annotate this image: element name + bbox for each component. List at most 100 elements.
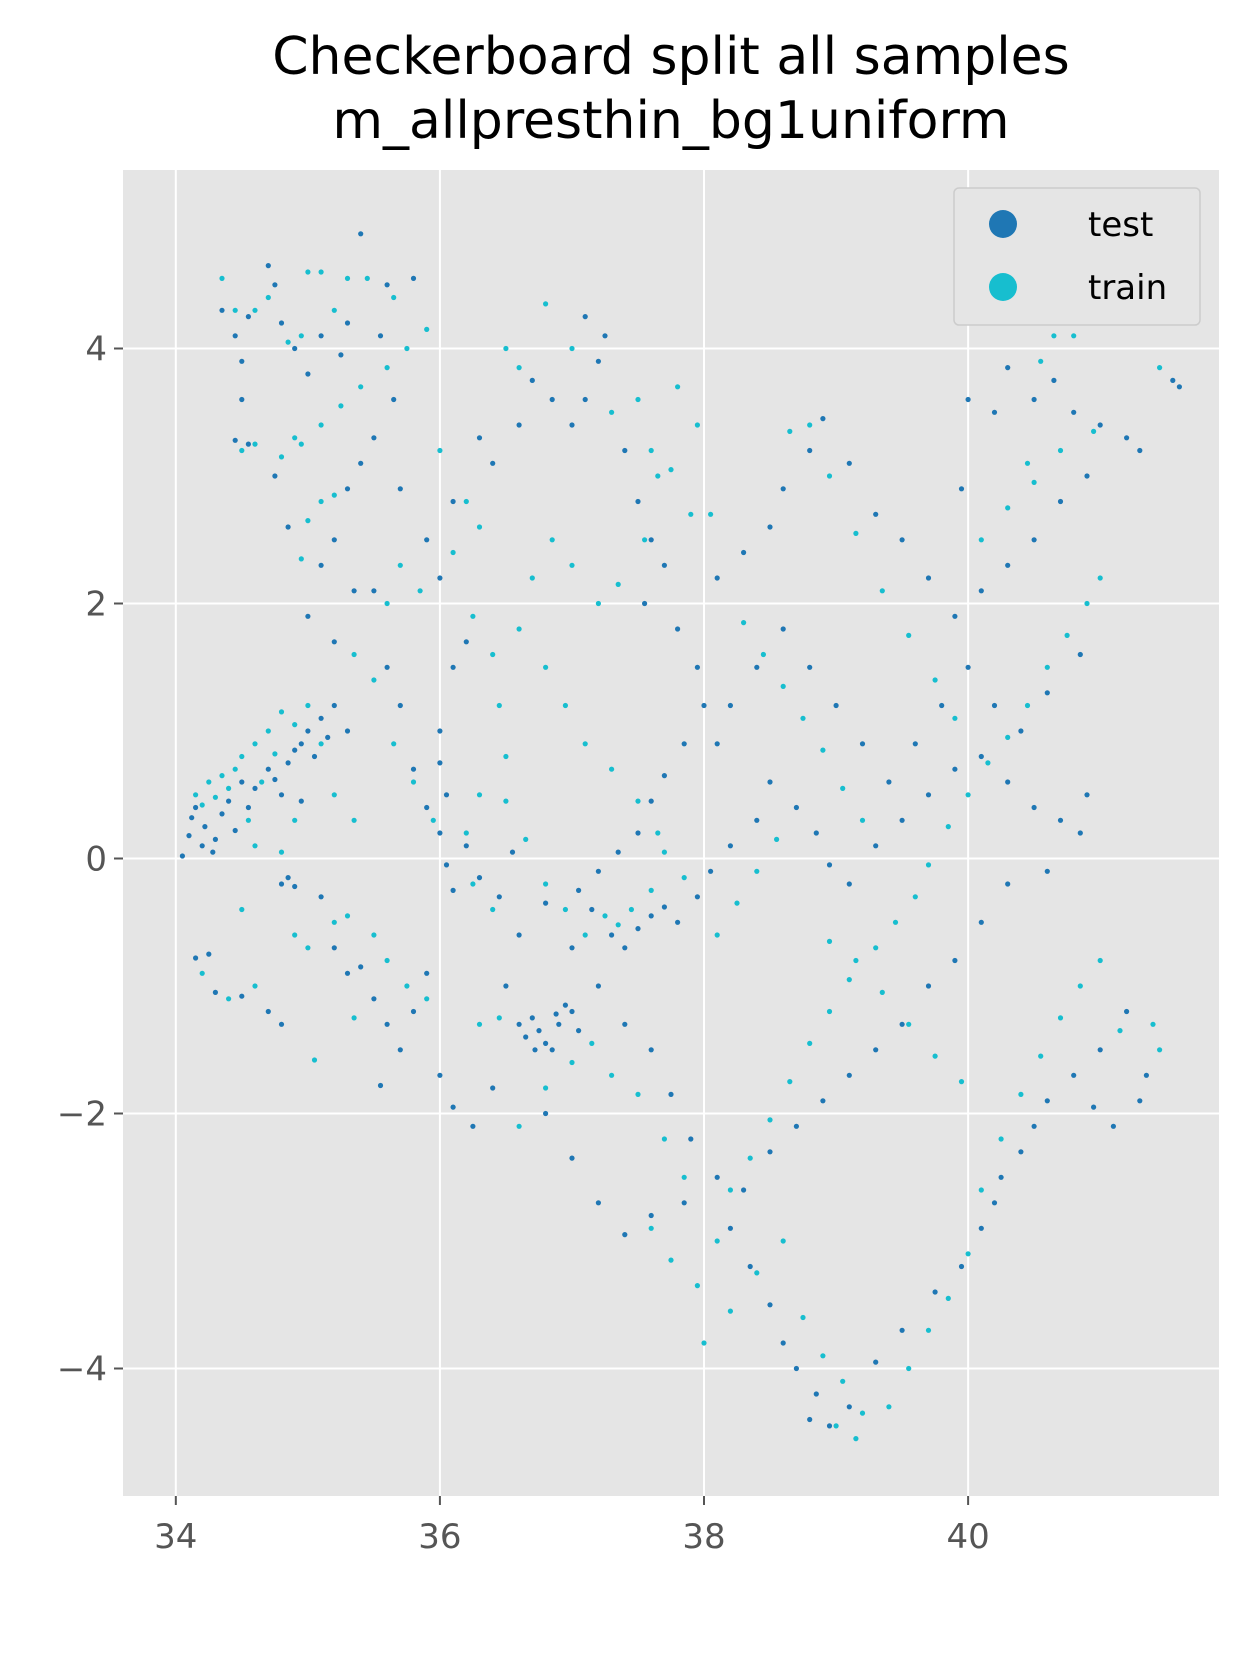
data-point	[252, 983, 258, 989]
data-point	[562, 1002, 569, 1008]
data-point	[490, 1085, 496, 1091]
data-point	[694, 664, 701, 670]
data-point	[543, 881, 549, 887]
data-point	[331, 702, 337, 709]
series-train	[193, 269, 1163, 1442]
data-point	[655, 830, 661, 836]
data-point	[807, 1416, 813, 1423]
data-point	[991, 702, 998, 709]
data-point	[925, 862, 932, 868]
data-point	[912, 894, 918, 900]
data-point	[1005, 881, 1011, 887]
data-point	[688, 1136, 694, 1142]
legend-label-train: train	[1088, 268, 1167, 308]
data-point	[470, 1123, 476, 1129]
data-point	[978, 753, 984, 760]
data-point	[496, 894, 502, 900]
data-point	[965, 792, 971, 798]
data-point	[1031, 804, 1037, 811]
data-point	[219, 811, 225, 817]
data-point	[998, 1174, 1004, 1180]
data-point	[476, 435, 483, 441]
data-point	[1157, 365, 1163, 371]
data-point	[1077, 830, 1083, 836]
data-point	[675, 919, 681, 925]
data-point	[668, 1091, 674, 1097]
data-point	[292, 817, 298, 823]
data-point	[958, 1079, 965, 1085]
data-point	[1044, 1098, 1050, 1104]
data-point	[226, 798, 232, 804]
y-tick-label: 4	[85, 330, 107, 370]
data-point	[622, 447, 628, 454]
data-point	[694, 1283, 701, 1289]
data-point	[476, 524, 483, 530]
data-point	[311, 753, 318, 760]
data-point	[351, 651, 357, 658]
data-point	[285, 760, 291, 766]
data-point	[932, 677, 938, 683]
data-point	[1005, 779, 1011, 785]
data-point	[1091, 1104, 1097, 1110]
data-point	[642, 600, 648, 607]
data-point	[212, 989, 218, 996]
data-point	[318, 894, 324, 900]
data-point	[925, 792, 932, 798]
data-point	[358, 964, 364, 970]
data-point	[642, 537, 648, 543]
grid-lines	[123, 170, 1219, 1496]
data-point	[952, 957, 958, 964]
data-point	[1064, 632, 1070, 639]
data-point	[991, 1200, 998, 1206]
data-point	[714, 575, 720, 581]
data-point	[978, 1187, 984, 1193]
plot-area	[123, 170, 1219, 1496]
data-point	[675, 384, 681, 390]
data-point	[714, 741, 720, 747]
data-point	[648, 913, 654, 919]
data-point	[635, 396, 641, 403]
chart-subtitle: m_allpresthin_bg1uniform	[332, 91, 1009, 151]
data-point	[331, 492, 337, 498]
data-point	[239, 779, 245, 785]
data-point	[232, 437, 238, 443]
data-point	[476, 875, 483, 881]
data-point	[681, 1174, 687, 1180]
data-point	[714, 932, 720, 938]
data-point	[193, 804, 199, 811]
data-point	[503, 983, 509, 989]
x-tick-label: 34	[154, 1517, 197, 1557]
data-point	[615, 581, 621, 588]
data-point	[958, 486, 965, 492]
data-point	[958, 1263, 965, 1270]
data-point	[826, 473, 833, 479]
data-point	[245, 441, 251, 447]
data-point	[470, 613, 476, 619]
data-point	[305, 945, 311, 951]
data-point	[701, 1340, 707, 1346]
data-point	[932, 1289, 938, 1295]
data-point	[410, 766, 417, 772]
data-point	[675, 626, 681, 632]
data-point	[780, 683, 786, 690]
data-point	[886, 779, 892, 785]
data-point	[754, 868, 760, 874]
data-point	[410, 275, 417, 281]
data-point	[569, 1008, 575, 1015]
data-point	[991, 409, 998, 415]
data-point	[873, 511, 879, 517]
data-point	[278, 792, 285, 798]
data-point	[298, 798, 304, 804]
data-point	[278, 320, 285, 326]
data-point	[932, 1053, 938, 1059]
data-point	[609, 766, 615, 772]
data-point	[543, 900, 549, 906]
data-point	[305, 518, 311, 524]
data-point	[331, 639, 337, 645]
data-point	[1024, 460, 1031, 466]
data-point	[925, 983, 932, 989]
data-point	[298, 333, 304, 339]
data-point	[272, 776, 278, 783]
data-point	[463, 843, 469, 849]
data-point	[298, 441, 304, 447]
